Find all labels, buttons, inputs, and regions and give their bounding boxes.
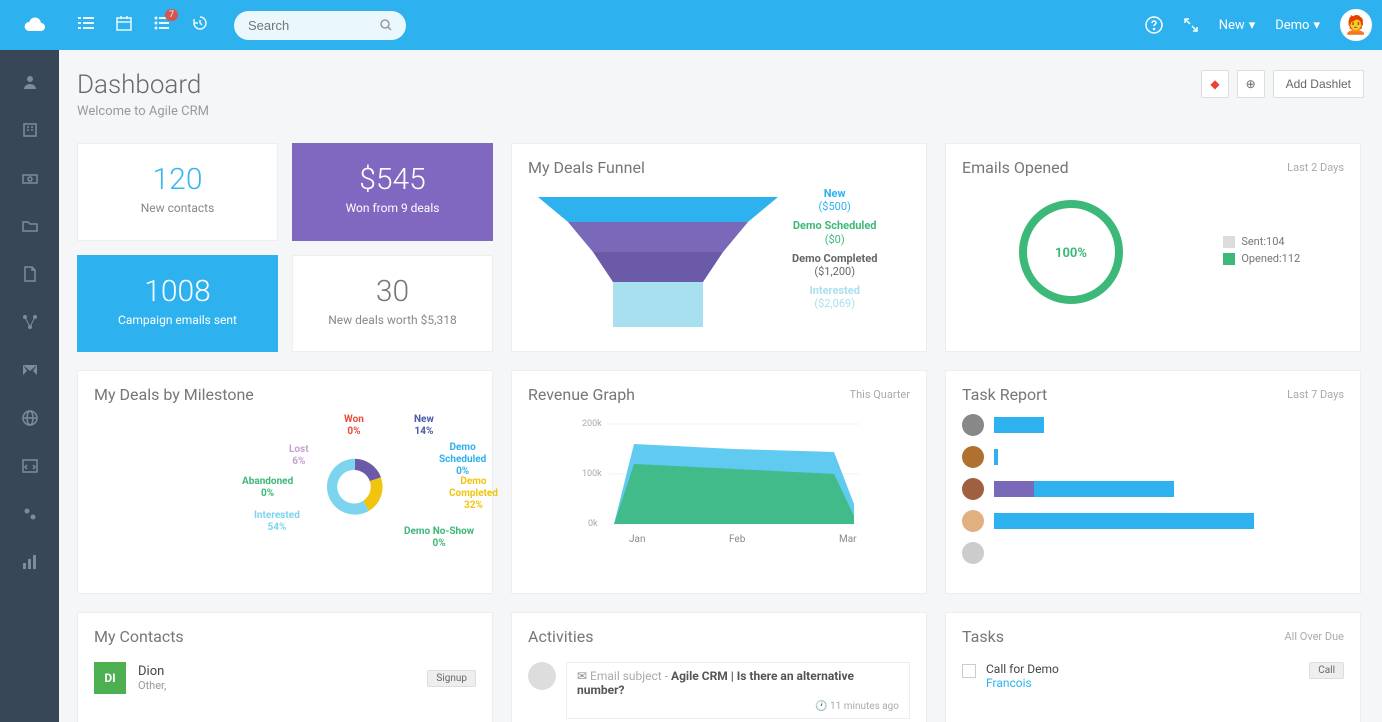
task-avatar — [962, 478, 984, 500]
funnel-stage-label: Demo Scheduled($0) — [792, 219, 877, 245]
list-icon[interactable] — [78, 15, 94, 35]
calendar-icon[interactable] — [116, 15, 132, 35]
funnel-chart — [528, 187, 788, 337]
caret-down-icon: ▾ — [1249, 18, 1256, 33]
emails-donut: 100% — [1006, 187, 1136, 317]
task-report-row — [962, 542, 1344, 564]
stat-new-contacts[interactable]: 120 New contacts — [77, 143, 278, 241]
activity-avatar — [528, 662, 556, 690]
tasks-panel: TasksAll Over Due Call for DemoFrancoisC… — [945, 612, 1361, 722]
user-menu[interactable]: Demo▾ — [1275, 18, 1320, 33]
svg-text:Mar: Mar — [839, 534, 857, 545]
legend-row: Sent:104 — [1223, 235, 1300, 248]
funnel-stage-label: Interested($2,069) — [792, 284, 877, 310]
legend-row: Opened:112 — [1223, 252, 1300, 265]
stat-campaign-emails[interactable]: 1008 Campaign emails sent — [77, 255, 278, 353]
activities-panel: Activities ✉ Email subject - Agile CRM |… — [511, 612, 927, 722]
svg-text:Jan: Jan — [629, 534, 645, 545]
page-title: Dashboard — [77, 70, 209, 100]
task-report-panel: Task ReportLast 7 Days — [945, 370, 1361, 594]
funnel-stage-label: Demo Completed($1,200) — [792, 252, 877, 278]
history-icon[interactable] — [192, 15, 208, 35]
caret-down-icon: ▾ — [1313, 18, 1320, 33]
sidebar-code-icon[interactable] — [10, 446, 50, 486]
search-icon — [380, 16, 392, 35]
sidebar-social-icon[interactable] — [10, 350, 50, 390]
task-avatar — [962, 414, 984, 436]
search-input[interactable] — [248, 18, 380, 33]
svg-text:0k: 0k — [588, 519, 598, 529]
sidebar-web-icon[interactable] — [10, 398, 50, 438]
new-menu[interactable]: New ▾ — [1219, 18, 1255, 33]
milestone-panel: My Deals by Milestone Won0%New14%Lost6%D… — [77, 370, 493, 594]
add-icon-button[interactable]: ⊕ — [1237, 70, 1265, 98]
topbar-right: New ▾ Demo▾ 🧑‍🦰 — [1145, 9, 1372, 41]
svg-text:Feb: Feb — [729, 534, 746, 545]
task-avatar — [962, 510, 984, 532]
milestone-label: New14% — [414, 414, 434, 438]
user-avatar[interactable]: 🧑‍🦰 — [1340, 9, 1372, 41]
add-dashlet-button[interactable]: Add Dashlet — [1273, 70, 1364, 98]
page-header: Dashboard Welcome to Agile CRM ◆ ⊕ Add D… — [77, 70, 1364, 119]
task-row[interactable]: Call for DemoFrancoisCall — [962, 656, 1344, 696]
sidebar-campaigns-icon[interactable] — [10, 302, 50, 342]
app-logo-icon[interactable] — [10, 0, 60, 50]
chrome-extension-button[interactable]: ◆ — [1201, 70, 1228, 98]
milestone-label: Interested54% — [254, 510, 300, 534]
activity-row: ✉ Email subject - Agile CRM | Is there a… — [528, 656, 910, 722]
topbar: 7 New ▾ Demo▾ 🧑‍🦰 — [0, 0, 1382, 50]
svg-text:100%: 100% — [1055, 246, 1087, 261]
svg-text:100k: 100k — [582, 469, 602, 479]
help-icon[interactable] — [1145, 16, 1163, 34]
main-content: Dashboard Welcome to Agile CRM ◆ ⊕ Add D… — [59, 50, 1382, 722]
contact-tag[interactable]: Signup — [427, 670, 476, 687]
stats-grid: 120 New contacts $545 Won from 9 deals 1… — [77, 143, 493, 352]
sidebar-folder-icon[interactable] — [10, 206, 50, 246]
emails-panel: Emails OpenedLast 2 Days 100% Sent:104Op… — [945, 143, 1361, 352]
plus-icon: ⊕ — [1246, 77, 1256, 91]
task-tag: Call — [1309, 662, 1344, 679]
stat-won-deals[interactable]: $545 Won from 9 deals — [292, 143, 493, 241]
milestone-label: Demo No-Show0% — [404, 526, 474, 550]
funnel-stage-label: New($500) — [792, 187, 877, 213]
task-report-row — [962, 510, 1344, 532]
sidebar-contacts-icon[interactable] — [10, 62, 50, 102]
milestone-label: Demo Completed32% — [449, 476, 498, 512]
mail-icon: ✉ — [577, 669, 587, 683]
contact-row[interactable]: DIDionOther,Signup — [94, 656, 476, 700]
expand-icon[interactable] — [1183, 17, 1199, 33]
tasks-icon[interactable]: 7 — [154, 15, 170, 35]
contacts-panel: My Contacts DIDionOther,Signup — [77, 612, 493, 722]
stat-new-deals[interactable]: 30 New deals worth $5,318 — [292, 255, 493, 353]
sidebar-deals-icon[interactable] — [10, 158, 50, 198]
sidebar-documents-icon[interactable] — [10, 254, 50, 294]
task-avatar — [962, 446, 984, 468]
search-input-wrap[interactable] — [234, 11, 406, 40]
revenue-chart: 200k 100k 0k Jan Feb Mar — [528, 414, 910, 554]
sidebar-settings-icon[interactable] — [10, 494, 50, 534]
milestone-label: Lost6% — [289, 444, 309, 468]
clock-icon: 🕐 — [815, 701, 827, 712]
sidebar — [0, 50, 59, 722]
funnel-panel: My Deals Funnel New($500)Demo Scheduled(… — [511, 143, 927, 352]
page-subtitle: Welcome to Agile CRM — [77, 104, 209, 119]
revenue-panel: Revenue GraphThis Quarter 200k 100k 0k J… — [511, 370, 927, 594]
task-report-row — [962, 478, 1344, 500]
sidebar-reports-icon[interactable] — [10, 542, 50, 582]
task-report-row — [962, 414, 1344, 436]
sidebar-companies-icon[interactable] — [10, 110, 50, 150]
svg-text:200k: 200k — [582, 419, 602, 429]
milestone-label: Demo Scheduled0% — [439, 442, 486, 478]
milestone-label: Abandoned0% — [242, 476, 293, 500]
milestone-label: Won0% — [344, 414, 364, 438]
topbar-icons: 7 — [78, 15, 208, 35]
notification-badge: 7 — [165, 9, 178, 21]
task-report-row — [962, 446, 1344, 468]
contact-avatar: DI — [94, 662, 126, 694]
task-checkbox[interactable] — [962, 664, 976, 678]
task-avatar — [962, 542, 984, 564]
